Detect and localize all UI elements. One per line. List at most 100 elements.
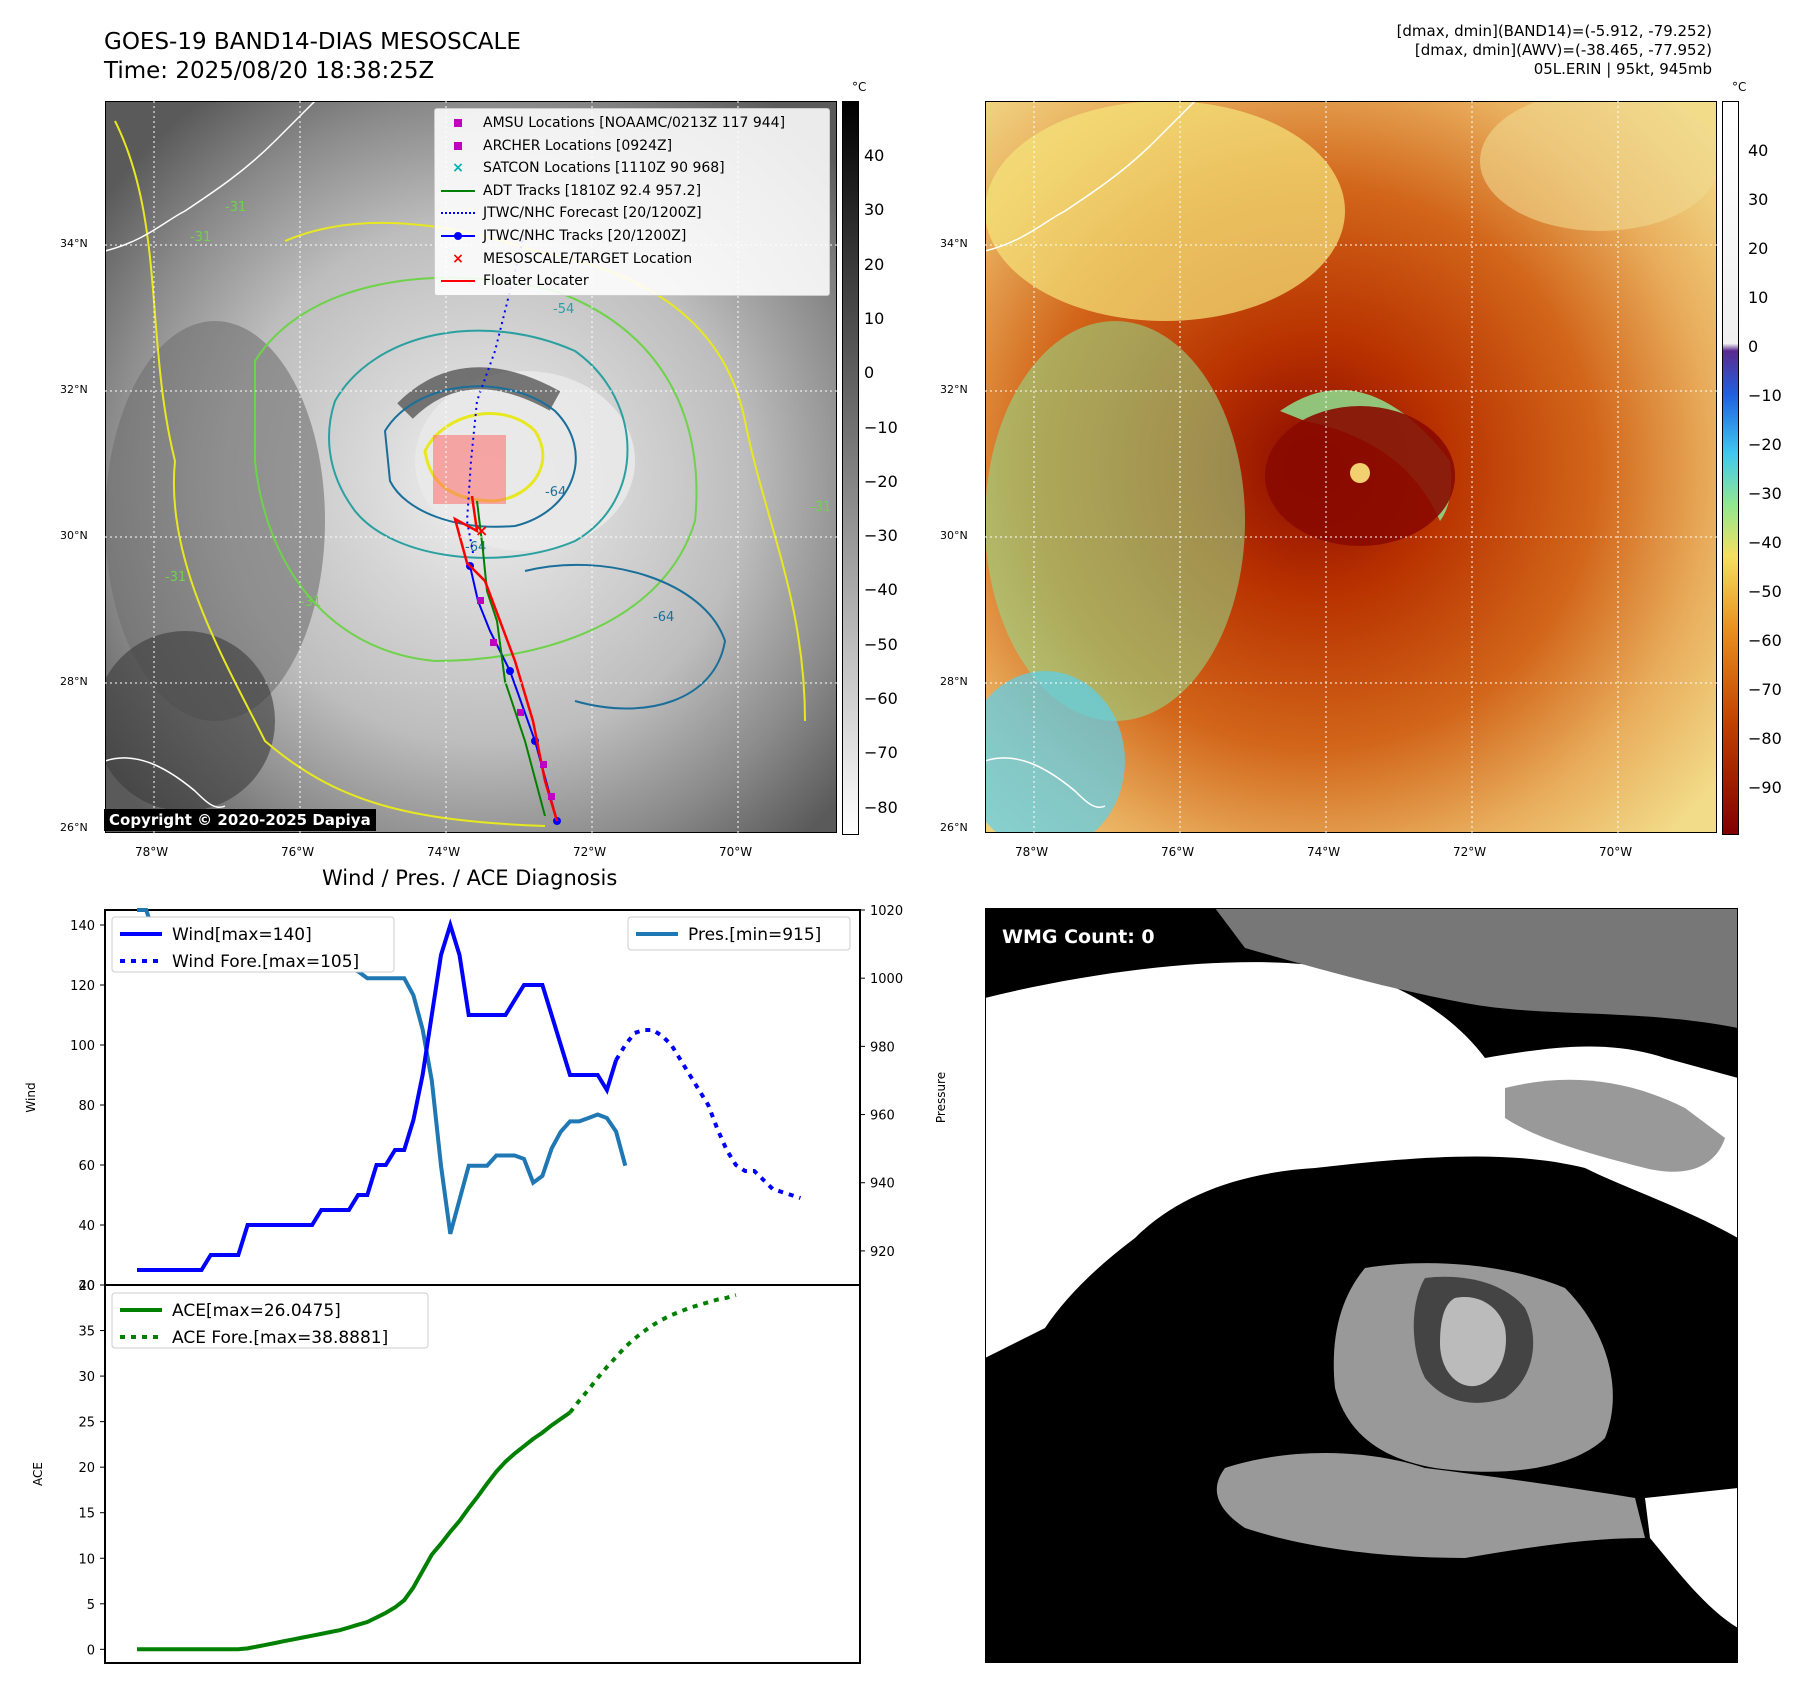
wmg-panel <box>985 908 1738 1663</box>
legend-label: Wind Fore.[max=105] <box>172 952 359 972</box>
wmg-white-se <box>1645 1488 1738 1628</box>
colorbar-tick-label: 20 <box>864 254 885 274</box>
wind-tick-label: 40 <box>78 1219 95 1234</box>
amsu-marker <box>490 639 497 646</box>
colorbar-tick-label: 10 <box>1748 288 1769 307</box>
lat-label: 34°N <box>60 237 88 250</box>
colorbar-tick-label: −70 <box>1748 680 1782 699</box>
legend-entry: JTWC/NHC Forecast [20/1200Z] <box>441 202 823 225</box>
ace-forecast-line <box>568 1293 737 1414</box>
ir-colorbar <box>842 101 859 835</box>
track-legend-items: AMSU Locations [NOAAMC/0213Z 117 944] ARC… <box>435 109 829 296</box>
contour-yellow-east <box>284 221 806 722</box>
floater-track-line <box>453 495 559 822</box>
title-line-1: GOES-19 BAND14-DIAS MESOSCALE <box>104 29 521 55</box>
legend-label: ACE Fore.[max=38.8881] <box>172 1328 388 1348</box>
legend-entry: × MESOSCALE/TARGET Location <box>441 248 823 271</box>
wmg-gray-south <box>1216 1453 1645 1558</box>
archer-marker <box>548 793 555 800</box>
lat-label: 30°N <box>60 529 88 542</box>
pres-tick-label: 1020 <box>870 904 903 919</box>
legend-label: SATCON Locations [1110Z 90 968] <box>483 160 725 177</box>
wind-tick-label: 120 <box>70 979 95 994</box>
coastline-carolinas <box>985 101 1196 252</box>
pres-tick-label: 980 <box>870 1040 895 1055</box>
legend-line-icon <box>441 180 475 203</box>
wmg-gray-north <box>1215 908 1738 1028</box>
legend-entry: JTWC/NHC Tracks [20/1200Z] <box>441 225 823 248</box>
lat-label: 28°N <box>940 675 968 688</box>
lat-label: 32°N <box>60 383 88 396</box>
pres-tick-label: 940 <box>870 1177 895 1192</box>
color-coastlines <box>985 101 1196 808</box>
wind-tick-label: 20 <box>78 1279 95 1294</box>
colorbar-tick-label: −10 <box>864 417 898 437</box>
pressure-legend <box>627 916 851 951</box>
header-stats: [dmax, dmin](BAND14)=(-5.912, -79.252) [… <box>1397 22 1712 79</box>
colorbar-tick-label: −60 <box>1748 631 1782 650</box>
lon-label: 78°W <box>135 845 169 859</box>
lat-label: 32°N <box>940 383 968 396</box>
contour-label: -31 <box>300 595 321 610</box>
colorbar-tick-label: −90 <box>1748 778 1782 797</box>
copyright-badge: Copyright © 2020-2025 Dapiya <box>104 809 376 831</box>
lon-label: 78°W <box>1015 845 1049 859</box>
lon-label: 76°W <box>1161 845 1195 859</box>
yellow-region-nw <box>985 101 1345 321</box>
wind-tick-label: 60 <box>78 1159 95 1174</box>
contour-label: -31 <box>810 500 831 515</box>
light-region-ne <box>1480 101 1717 231</box>
legend-label: JTWC/NHC Tracks [20/1200Z] <box>483 227 687 244</box>
jtwc-point <box>506 667 514 675</box>
legend-entry: ADT Tracks [1810Z 92.4 957.2] <box>441 180 823 203</box>
ace-tick-label: 0 <box>87 1643 95 1658</box>
legend-entry: ARCHER Locations [0924Z] <box>441 135 823 158</box>
ace-tick-label: 35 <box>78 1325 95 1340</box>
diag-title: Wind / Pres. / ACE Diagnosis <box>322 866 618 890</box>
legend-square-icon <box>441 112 475 135</box>
legend-square-icon <box>441 135 475 158</box>
contour-label: -31 <box>225 200 246 215</box>
lon-label: 72°W <box>1453 845 1487 859</box>
track-legend: AMSU Locations [NOAAMC/0213Z 117 944] ARC… <box>434 108 830 296</box>
ace-legend <box>111 1292 429 1349</box>
ace-tick-label: 15 <box>78 1507 95 1522</box>
coastline-bahamas <box>985 757 1106 808</box>
legend-x-icon: × <box>452 250 464 267</box>
lon-label: 70°W <box>719 845 753 859</box>
title-line-2: Time: 2025/08/20 18:38:25Z <box>104 58 435 84</box>
colorbar-tick-label: 10 <box>864 308 885 328</box>
amsu-marker <box>477 597 484 604</box>
ace-tick-label: 20 <box>78 1461 95 1476</box>
dark-cloud-west <box>105 321 325 721</box>
adt-track-line <box>476 500 546 817</box>
lon-label: 76°W <box>281 845 315 859</box>
legend-x-icon: × <box>452 160 464 177</box>
colorbar-tick-label: −50 <box>1748 582 1782 601</box>
colorbar-tick-label: −40 <box>864 580 898 600</box>
diagnosis-chart: 1401201008060402010201000980960940920403… <box>24 904 948 1664</box>
legend-line-icon <box>441 270 475 293</box>
color-colorbar-unit: °C <box>1732 80 1747 94</box>
wmg-eye <box>1440 1297 1506 1387</box>
colorbar-tick-label: 30 <box>864 200 885 220</box>
legend-label: Wind[max=140] <box>172 925 312 945</box>
legend-entry: Floater Locater <box>441 270 823 293</box>
legend-dotted-line-icon <box>441 202 475 225</box>
pressure-axis-label: Pressure <box>934 1072 948 1123</box>
legend-label: JTWC/NHC Forecast [20/1200Z] <box>483 205 702 222</box>
wmg-gray-ne <box>1505 1079 1725 1172</box>
colorbar-tick-label: −50 <box>864 634 898 654</box>
pres-tick-label: 1000 <box>870 972 903 987</box>
legend-label: MESOSCALE/TARGET Location <box>483 250 693 267</box>
colorbar-tick-label: −80 <box>864 797 898 817</box>
legend-entry: AMSU Locations [NOAAMC/0213Z 117 944] <box>441 112 823 135</box>
coastline-bahamas <box>105 757 226 808</box>
cyan-region-sw <box>985 671 1125 833</box>
colorbar-tick-label: −30 <box>1748 484 1782 503</box>
dry-slot <box>397 367 561 419</box>
legend-label: ADT Tracks [1810Z 92.4 957.2] <box>483 182 702 199</box>
wind-tick-label: 140 <box>70 919 95 934</box>
ace-tick-label: 10 <box>78 1552 95 1567</box>
legend-label: Pres.[min=915] <box>688 925 821 945</box>
